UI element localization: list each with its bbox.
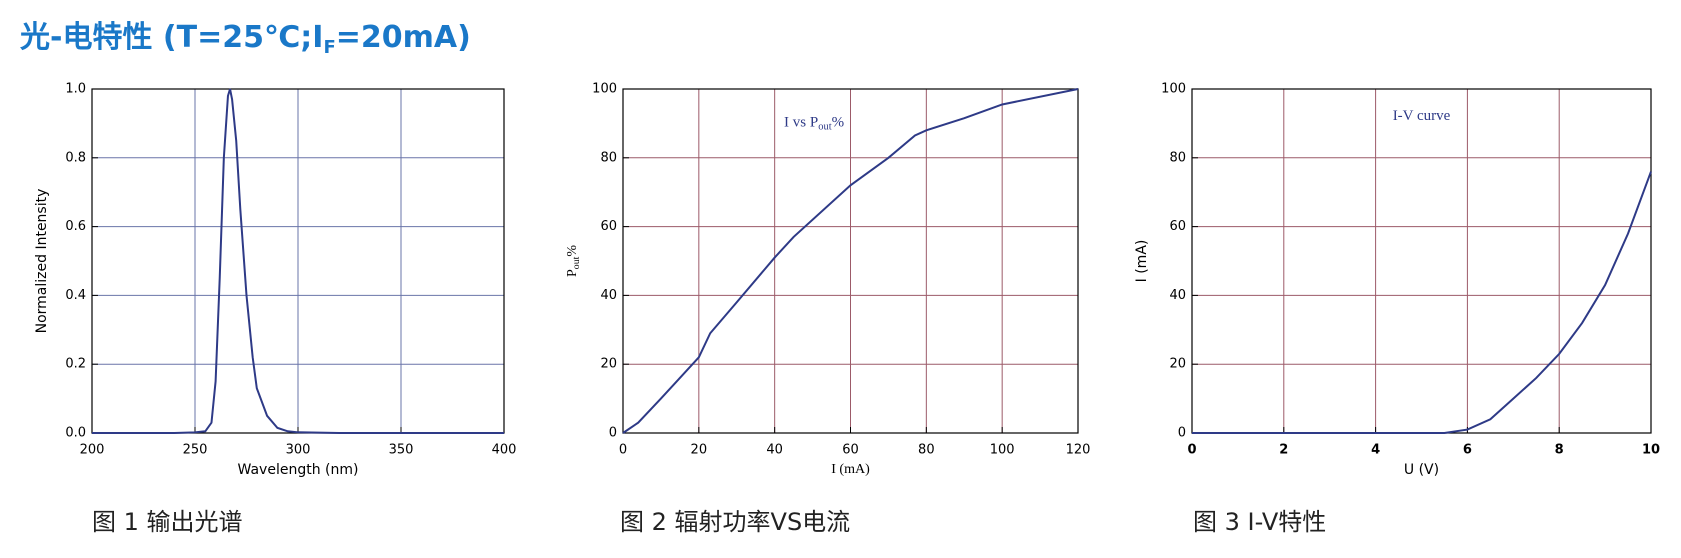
data-line (92, 88, 504, 434)
title-subscript: F (323, 37, 335, 58)
annotation: I vs Pout% (784, 115, 844, 133)
y-tick-label: 100 (1161, 82, 1186, 97)
y-tick-label: 0 (1178, 426, 1186, 441)
caption: 图 2 辐射功率VS电流 (620, 508, 850, 536)
x-tick-label: 100 (990, 443, 1015, 458)
y-tick-label: 20 (1169, 357, 1186, 372)
x-tick-label: 4 (1371, 443, 1380, 458)
x-tick-label: 10 (1642, 443, 1660, 458)
y-axis-label-subscript: out (571, 256, 582, 269)
plot-frame (622, 88, 1079, 434)
y-tick-label: 0.6 (65, 219, 86, 234)
x-tick-label: 400 (492, 443, 517, 458)
y-tick-label: 0 (609, 426, 617, 441)
caption: 图 3 I-V特性 (1193, 508, 1326, 536)
y-tick-label: 80 (600, 150, 617, 165)
x-tick-label: 0 (619, 443, 627, 458)
y-axis-label: Normalized Intensity (34, 189, 50, 334)
page-title: 光-电特性 (T=25℃;IF=20mA) (20, 20, 471, 59)
x-tick-label: 350 (389, 443, 414, 458)
y-tick-label: 20 (600, 357, 617, 372)
x-tick-label: 20 (691, 443, 708, 458)
x-axis-label: Wavelength (nm) (238, 462, 359, 478)
x-tick-label: 120 (1066, 443, 1091, 458)
y-tick-label: 40 (600, 288, 617, 303)
x-axis-label: I (mA) (831, 462, 870, 477)
y-axis-label-part: % (565, 245, 580, 257)
plot-frame (1191, 88, 1652, 434)
y-tick-label: 0.8 (65, 150, 86, 165)
x-tick-label: 60 (842, 443, 859, 458)
y-tick-label: 0.0 (65, 426, 86, 441)
x-tick-label: 200 (80, 443, 105, 458)
y-tick-label: 60 (600, 219, 617, 234)
title-text: 光-电特性 (T=25℃;I (20, 20, 323, 55)
x-tick-label: 80 (918, 443, 935, 458)
x-tick-label: 300 (286, 443, 311, 458)
x-tick-label: 6 (1463, 443, 1472, 458)
annotation-part: I vs P (784, 115, 818, 131)
y-axis-label: I (mA) (1134, 240, 1150, 283)
annotation-part: % (832, 115, 845, 131)
annotation-subscript: out (818, 122, 832, 133)
y-tick-label: 100 (592, 82, 617, 97)
y-tick-label: 60 (1169, 219, 1186, 234)
x-tick-label: 250 (183, 443, 208, 458)
y-tick-label: 40 (1169, 288, 1186, 303)
x-axis-label: U (V) (1404, 462, 1439, 478)
data-line (1192, 171, 1652, 434)
y-tick-label: 0.4 (65, 288, 86, 303)
y-axis-label-part: P (565, 269, 580, 277)
title-text: =20mA) (336, 20, 471, 55)
data-line (622, 88, 1079, 434)
x-tick-label: 40 (766, 443, 783, 458)
y-tick-label: 80 (1169, 150, 1186, 165)
x-tick-label: 2 (1279, 443, 1288, 458)
annotation: I-V curve (1393, 108, 1451, 124)
x-tick-label: 0 (1187, 443, 1196, 458)
y-tick-label: 1.0 (65, 82, 86, 97)
x-tick-label: 8 (1555, 443, 1564, 458)
y-axis-label: Pout% (565, 245, 582, 277)
caption: 图 1 输出光谱 (92, 508, 243, 536)
y-tick-label: 0.2 (65, 357, 86, 372)
